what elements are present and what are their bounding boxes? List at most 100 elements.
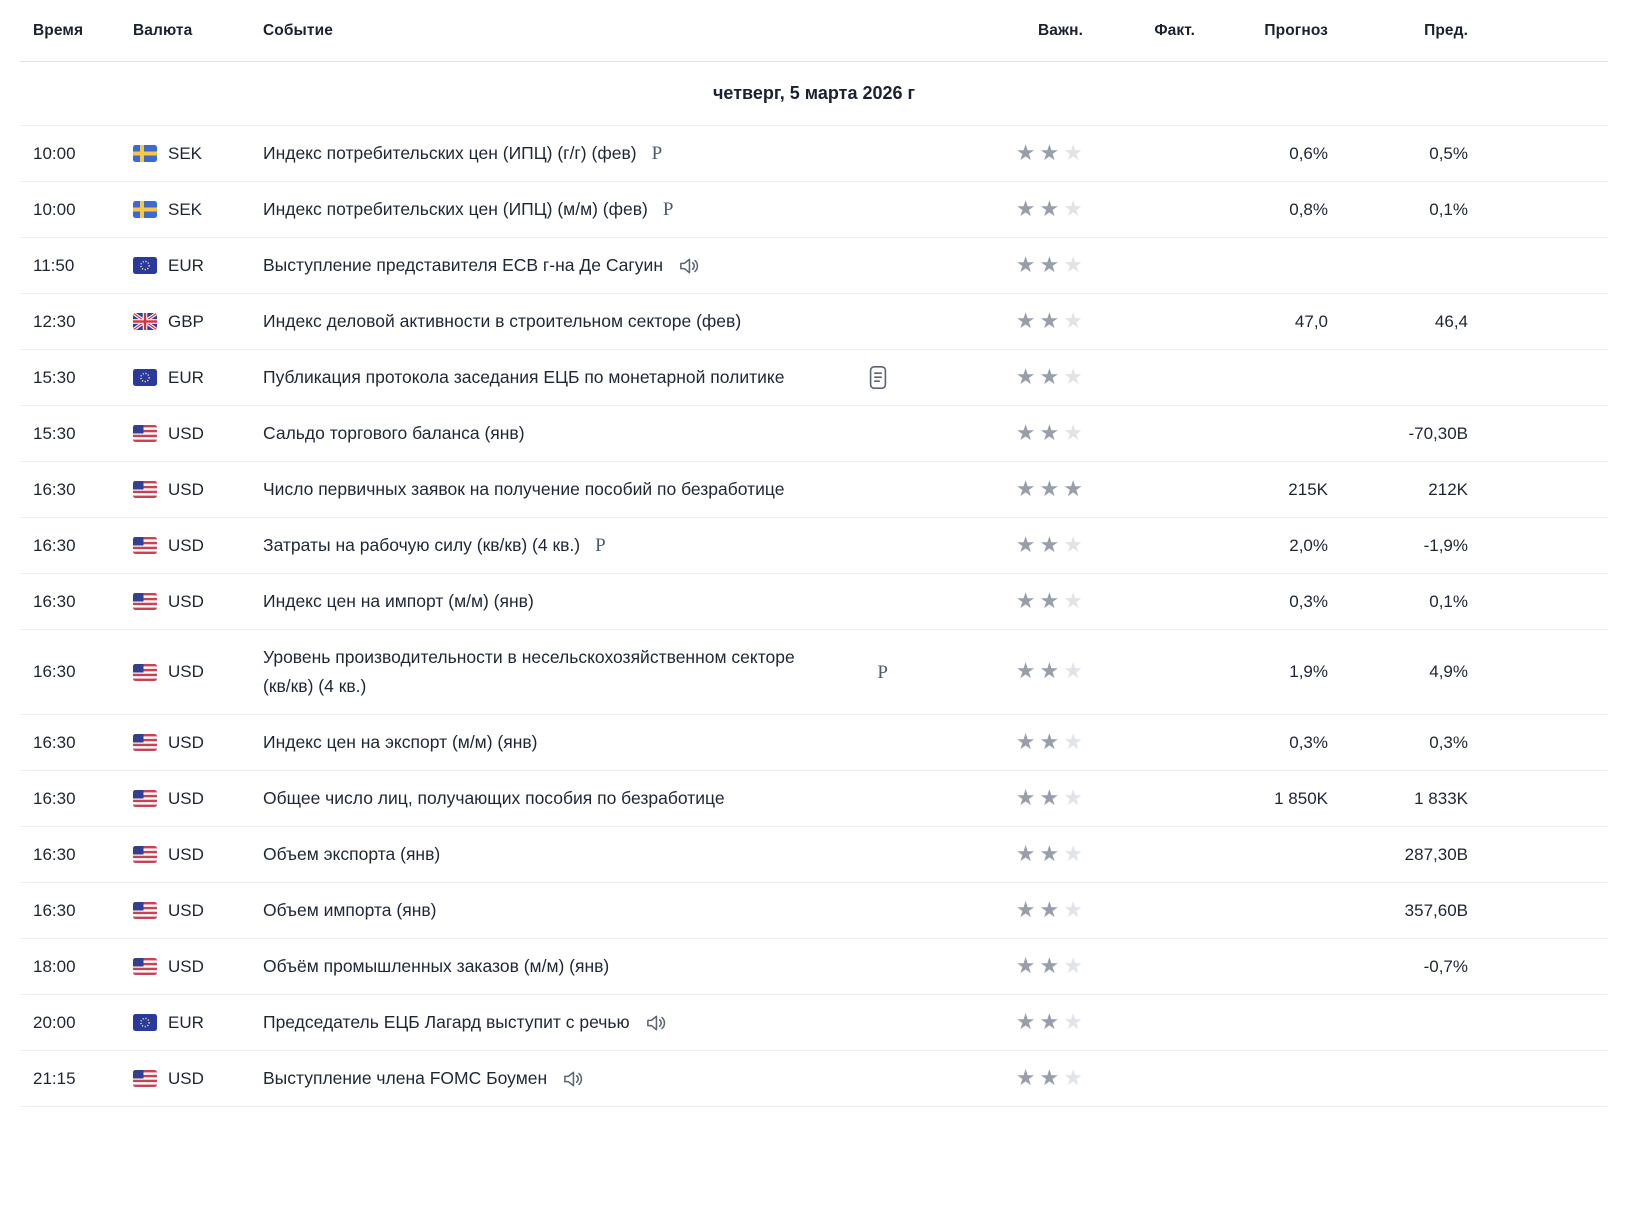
event-cell: Объем экспорта (янв) <box>263 827 963 882</box>
event-title[interactable]: Общее число лиц, получающих пособия по б… <box>263 788 725 808</box>
currency-code: SEK <box>168 199 203 219</box>
currency-cell: EUR <box>133 256 263 276</box>
flag-us-icon <box>133 663 157 681</box>
star-icon: ★ <box>1039 1065 1060 1091</box>
currency-code: SEK <box>168 143 203 163</box>
previous-cell: 212K <box>1428 479 1468 499</box>
currency-code: USD <box>168 423 204 443</box>
star-icon: ★ <box>1039 897 1060 923</box>
event-title[interactable]: Выступление представителя ECB г-на Де Са… <box>263 255 663 275</box>
flag-us-icon <box>133 958 157 975</box>
event-title[interactable]: Объём промышленных заказов (м/м) (янв) <box>263 956 610 976</box>
star-icon: ★ <box>1063 196 1083 222</box>
event-title[interactable]: Индекс деловой активности в строительном… <box>263 311 742 331</box>
star-icon: ★ <box>1063 588 1083 614</box>
time-cell: 16:30 <box>33 479 76 499</box>
star-icon: ★ <box>1039 252 1060 278</box>
importance-stars: ★ ★ ★ <box>963 588 1083 614</box>
star-icon: ★ <box>1063 1065 1083 1091</box>
event-cell: Затраты на рабочую силу (кв/кв) (4 кв.) P <box>263 518 963 573</box>
star-icon: ★ <box>1015 252 1036 278</box>
flag-us-icon <box>133 846 157 863</box>
time-cell: 15:30 <box>33 423 76 443</box>
currency-cell: USD <box>133 789 263 809</box>
event-title[interactable]: Индекс потребительских цен (ИПЦ) (м/м) (… <box>263 199 648 219</box>
event-title[interactable]: Число первичных заявок на получение посо… <box>263 479 785 499</box>
time-cell: 16:30 <box>33 535 76 555</box>
currency-code: USD <box>168 956 204 976</box>
previous-cell: 4,9% <box>1429 662 1468 681</box>
star-icon: ★ <box>1039 308 1060 334</box>
currency-code: USD <box>168 591 204 611</box>
event-cell: Объём промышленных заказов (м/м) (янв) <box>263 939 963 994</box>
event-title[interactable]: Затраты на рабочую силу (кв/кв) (4 кв.) <box>263 535 581 555</box>
event-cell: Объем импорта (янв) <box>263 883 963 938</box>
currency-cell: USD <box>133 536 263 556</box>
currency-code: USD <box>168 535 204 555</box>
event-title[interactable]: Индекс цен на импорт (м/м) (янв) <box>263 591 534 611</box>
column-header-importance: Важн. <box>1038 21 1083 39</box>
table-row: 12:30 GBP Индекс деловой активности в стро… <box>20 294 1608 350</box>
time-cell: 15:30 <box>33 367 76 387</box>
event-cell: Индекс потребительских цен (ИПЦ) (м/м) (… <box>263 182 963 237</box>
star-icon: ★ <box>1063 659 1083 684</box>
table-row: 16:30 USD Объем экспорта (янв) ★ ★ ★ 287,30B <box>20 827 1608 883</box>
event-title[interactable]: Объем импорта (янв) <box>263 900 437 920</box>
importance-stars: ★ ★ ★ <box>963 142 1083 165</box>
importance-stars: ★ ★ ★ <box>963 252 1083 278</box>
currency-cell: USD <box>133 592 263 612</box>
time-cell: 18:00 <box>33 956 76 976</box>
star-icon: ★ <box>1039 1009 1060 1035</box>
flag-us-icon <box>133 1070 157 1087</box>
date-header-label: четверг, 5 марта 2026 г <box>712 83 916 103</box>
event-title[interactable]: Индекс цен на экспорт (м/м) (янв) <box>263 732 538 752</box>
time-cell: 16:30 <box>33 844 76 864</box>
forecast-cell: 1,9% <box>1289 662 1328 681</box>
star-icon: ★ <box>1039 729 1060 755</box>
column-header-event: Событие <box>263 21 333 39</box>
importance-stars: ★ ★ ★ <box>963 955 1083 978</box>
flag-us-icon <box>133 790 157 807</box>
event-cell: Председатель ЕЦБ Лагард выступит с речью <box>263 995 963 1050</box>
table-row: 20:00 EUR Председатель ЕЦБ Лагард выступит… <box>20 995 1608 1051</box>
event-cell: Выступление члена FOMC Боумен <box>263 1051 963 1106</box>
star-icon: ★ <box>1015 729 1036 755</box>
star-icon: ★ <box>1063 841 1083 867</box>
event-cell: Общее число лиц, получающих пособия по б… <box>263 771 963 826</box>
table-row: 16:30 USD Объем импорта (янв) ★ ★ ★ 357,60B <box>20 883 1608 939</box>
currency-code: USD <box>168 844 204 864</box>
star-icon: ★ <box>1039 420 1060 446</box>
currency-code: USD <box>168 732 204 752</box>
table-row: 11:50 EUR Выступление представителя ECB г-… <box>20 238 1608 294</box>
currency-cell: GBP <box>133 312 263 332</box>
currency-cell: SEK <box>133 144 263 164</box>
star-icon: ★ <box>1063 729 1083 755</box>
event-title[interactable]: Выступление члена FOMC Боумен <box>263 1068 548 1088</box>
currency-cell: USD <box>133 901 263 921</box>
event-title[interactable]: Председатель ЕЦБ Лагард выступит с речью <box>263 1012 630 1032</box>
event-title[interactable]: Объем экспорта (янв) <box>263 844 441 864</box>
star-icon: ★ <box>1039 196 1060 222</box>
event-cell: Индекс деловой активности в строительном… <box>263 294 963 349</box>
star-icon: ★ <box>1063 364 1083 390</box>
star-icon: ★ <box>1015 897 1036 923</box>
star-icon: ★ <box>1039 841 1060 867</box>
currency-cell: USD <box>133 662 263 682</box>
importance-stars: ★ ★ ★ <box>963 1065 1083 1091</box>
previous-cell: 0,3% <box>1429 732 1468 752</box>
forecast-cell: 0,8% <box>1289 199 1328 219</box>
forecast-cell: 0,6% <box>1289 143 1328 163</box>
preliminary-icon: P <box>662 199 674 220</box>
previous-cell: 0,1% <box>1429 591 1468 611</box>
star-icon: ★ <box>1063 308 1083 334</box>
previous-cell: -0,7% <box>1423 956 1468 976</box>
previous-cell: 46,4 <box>1434 311 1468 331</box>
table-row: 16:30 USD Индекс цен на экспорт (м/м) (янв… <box>20 715 1608 771</box>
economic-calendar-table: Время Валюта Событие Важн. Факт. Прогноз… <box>20 0 1608 1107</box>
event-title[interactable]: Публикация протокола заседания ЕЦБ по мо… <box>263 367 785 387</box>
table-row: 10:00 SEK Индекс потребительских цен (ИПЦ)… <box>20 182 1608 238</box>
event-title[interactable]: Уровень производительности в несельскохо… <box>263 647 795 696</box>
importance-stars: ★ ★ ★ <box>963 196 1083 222</box>
event-title[interactable]: Индекс потребительских цен (ИПЦ) (г/г) (… <box>263 143 637 163</box>
event-title[interactable]: Сальдо торгового баланса (янв) <box>263 423 525 443</box>
